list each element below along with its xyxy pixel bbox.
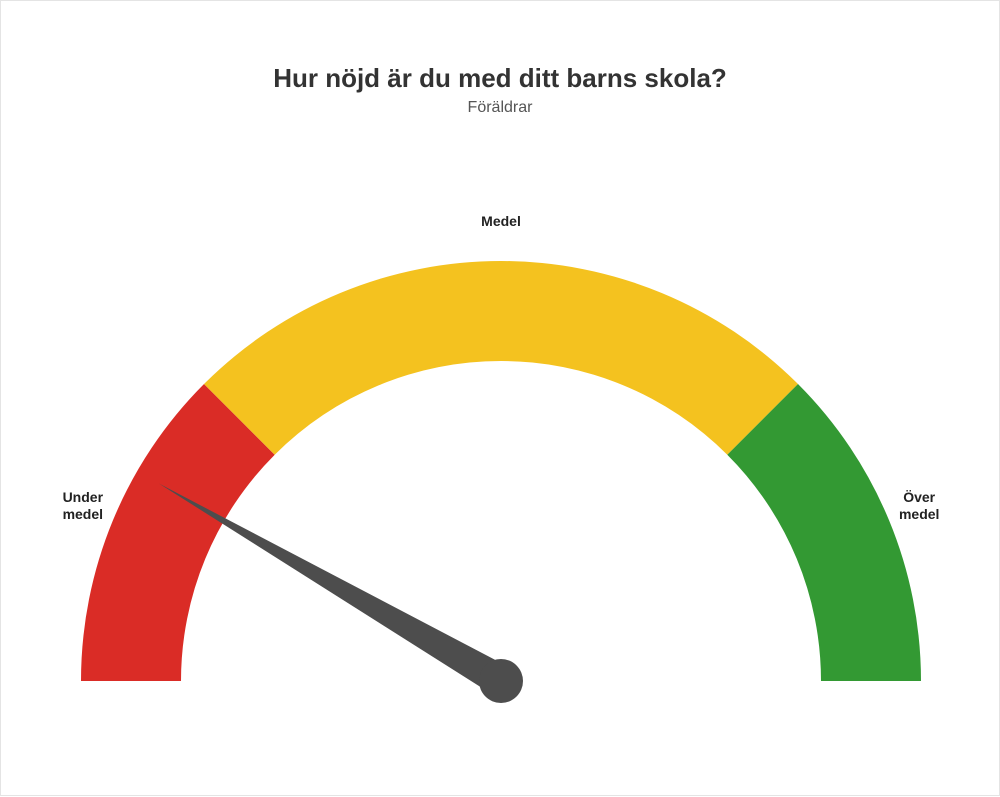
gauge-svg — [1, 1, 1000, 797]
gauge-chart-container: { "title": { "text": "Hur nöjd är du med… — [0, 0, 1000, 796]
gauge-segment-over — [727, 384, 921, 681]
gauge-segment-medel — [204, 261, 798, 455]
gauge-needle — [159, 484, 509, 695]
segment-label-under: Under medel — [43, 489, 123, 523]
segment-label-over: Över medel — [879, 489, 959, 523]
segment-label-medel: Medel — [461, 213, 541, 230]
gauge-hub — [479, 659, 523, 703]
